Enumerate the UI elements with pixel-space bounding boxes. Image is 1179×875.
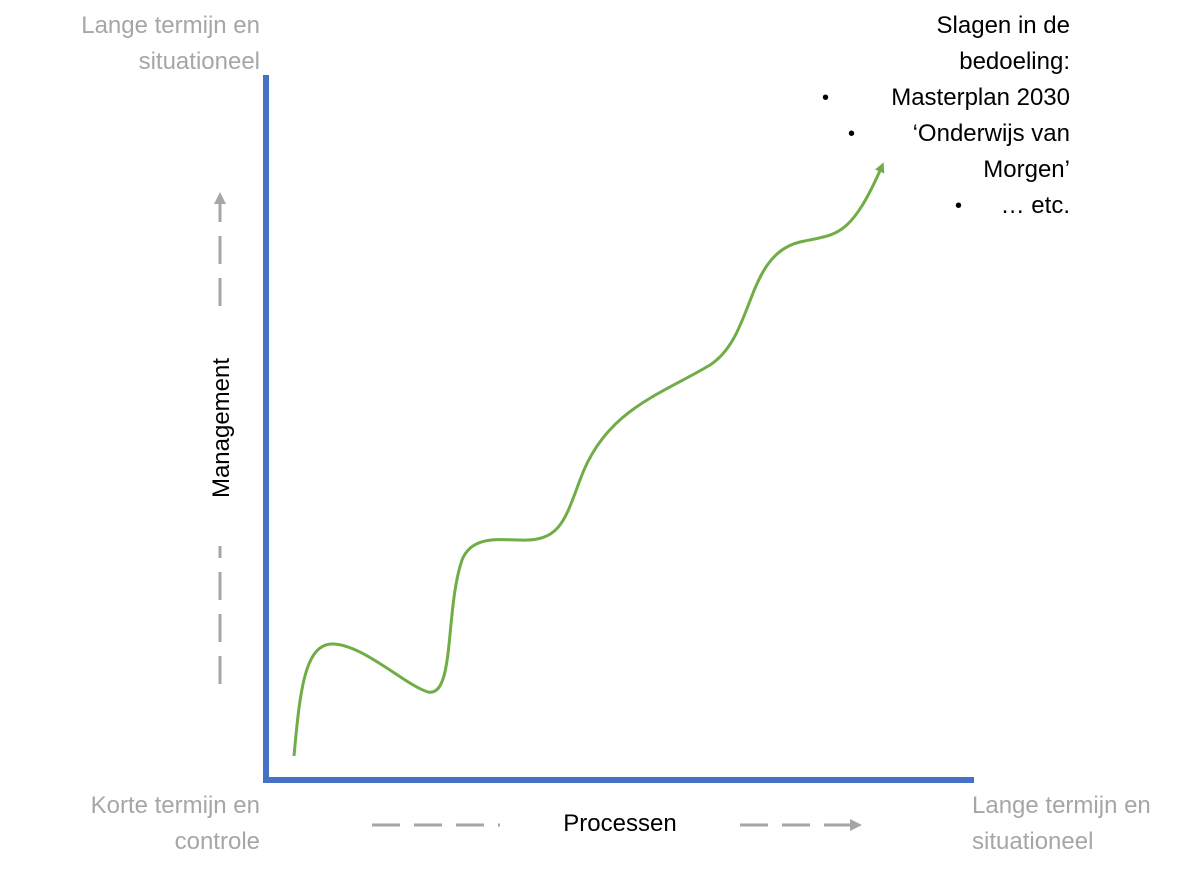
bullet: • bbox=[848, 123, 856, 145]
goal-item-etc: • … etc. bbox=[770, 188, 1070, 224]
x-axis-label: Processen bbox=[563, 810, 677, 837]
y-axis-label: Management bbox=[208, 357, 235, 499]
corner-label-top-left: Lange termijn en situationeel bbox=[81, 12, 260, 75]
goal-item-text: Masterplan 2030 bbox=[891, 84, 1070, 111]
corner-label-bottom-left: Korte termijn en controle bbox=[90, 792, 260, 855]
goal-list: • Masterplan 2030 • ‘Onderwijs van Morge… bbox=[770, 80, 1070, 224]
bullet: • bbox=[822, 87, 830, 109]
growth-curve bbox=[292, 162, 885, 757]
goal-title-line-2: bedoeling: bbox=[959, 48, 1070, 75]
corner-label-bottom-right: Lange termijn en situationeel bbox=[972, 792, 1151, 855]
goal-text-block: Slagen in de bedoeling: • Masterplan 203… bbox=[770, 8, 1070, 224]
goal-item-text-cont: Morgen’ bbox=[983, 156, 1070, 183]
goal-title-line-1: Slagen in de bbox=[936, 12, 1070, 39]
goal-item-text: ‘Onderwijs van bbox=[912, 120, 1070, 147]
goal-item-masterplan: • Masterplan 2030 bbox=[770, 80, 1070, 116]
bullet: • bbox=[955, 195, 963, 217]
goal-item-text: … etc. bbox=[1000, 192, 1070, 219]
goal-item-onderwijs: • ‘Onderwijs van Morgen’ bbox=[770, 116, 1070, 188]
